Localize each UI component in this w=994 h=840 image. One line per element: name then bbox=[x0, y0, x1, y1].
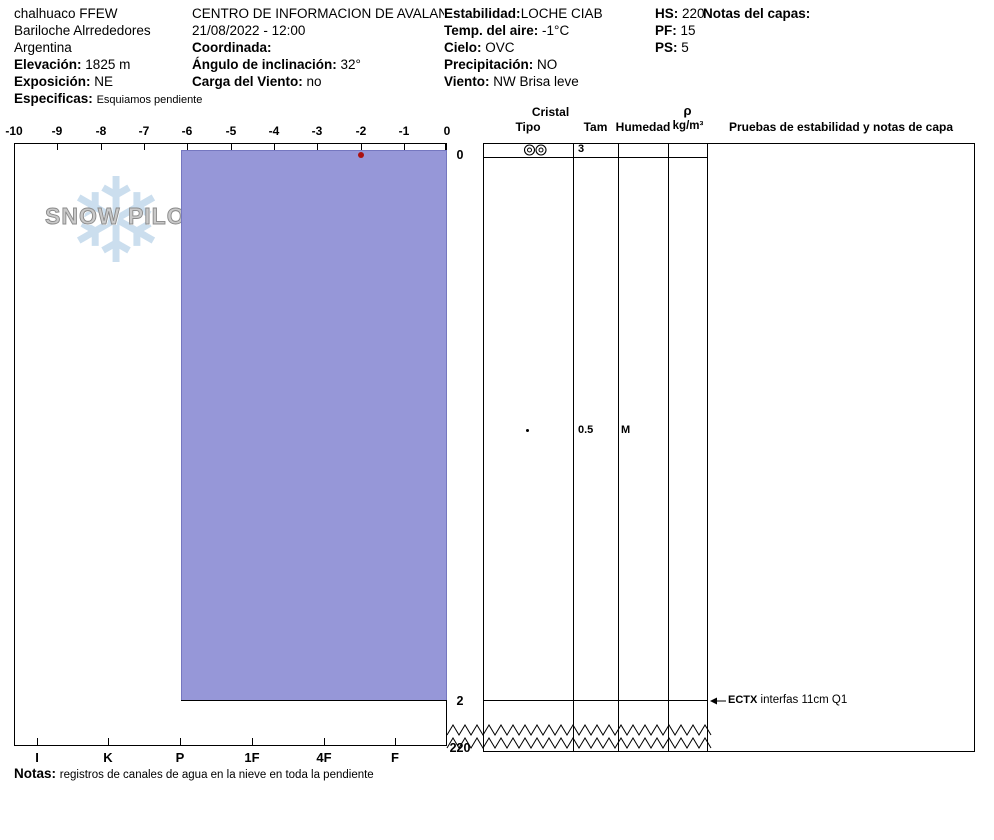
air-temp: Temp. del aire: -1°C bbox=[444, 23, 570, 38]
wind-loading: Carga del Viento: no bbox=[192, 74, 322, 89]
specifics: Especificas: Esquiamos pendiente bbox=[14, 91, 203, 106]
stability: Estabilidad: bbox=[444, 6, 521, 21]
col-header-cristal: Cristal bbox=[531, 105, 570, 119]
col-divider-humedad-rho bbox=[668, 143, 669, 752]
temp-tick-label: -9 bbox=[51, 124, 63, 138]
col-header-rho: ρ bbox=[683, 103, 692, 118]
temp-tick bbox=[57, 143, 58, 150]
layer-boundary-line bbox=[483, 700, 707, 701]
temp-tick-label: -3 bbox=[311, 124, 323, 138]
layer-bottom-line bbox=[181, 700, 447, 701]
grain-size-layer1: 3 bbox=[578, 143, 585, 155]
hardness-tick bbox=[180, 738, 181, 745]
hardness-label: 4F bbox=[316, 750, 332, 765]
organization: CENTRO DE INFORMACION DE AVALANCHAS BARI… bbox=[192, 6, 603, 21]
temp-tick-label: -2 bbox=[355, 124, 367, 138]
data-panel-frame bbox=[483, 143, 975, 752]
temp-tick-label: -8 bbox=[95, 124, 107, 138]
region: Bariloche Alrrededores bbox=[14, 23, 151, 38]
temp-tick-label: 0 bbox=[443, 124, 451, 138]
wind: Viento: NW Brisa leve bbox=[444, 74, 579, 89]
temp-tick bbox=[445, 143, 446, 150]
hardness-label: I bbox=[35, 750, 39, 765]
axis-break-zigzag bbox=[446, 724, 712, 749]
depth-label-2: 2 bbox=[456, 694, 464, 708]
col-header-tipo: Tipo bbox=[515, 120, 541, 134]
left-arrow-icon bbox=[710, 697, 726, 705]
col-divider-tam-humedad bbox=[618, 143, 619, 752]
temp-tick bbox=[187, 143, 188, 150]
elevation: Elevación: 1825 m bbox=[14, 57, 131, 72]
coordinates: Coordinada: bbox=[192, 40, 272, 55]
hardness-label: K bbox=[103, 750, 113, 765]
col-header-rho-unit: kg/m³ bbox=[672, 120, 704, 132]
temp-tick-label: -1 bbox=[398, 124, 410, 138]
col-header-tests: Pruebas de estabilidad y notas de capa bbox=[728, 120, 954, 134]
temp-tick bbox=[317, 143, 318, 150]
moisture-layer2: M bbox=[621, 424, 631, 436]
temp-tick-label: -6 bbox=[181, 124, 193, 138]
temp-tick bbox=[274, 143, 275, 150]
temp-tick-label: -5 bbox=[225, 124, 237, 138]
ski-pen: PS: 5 bbox=[655, 40, 689, 55]
col-divider-rho-tests bbox=[707, 143, 708, 752]
col-divider-tipo-tam bbox=[573, 143, 574, 752]
stability-test-note: ECTX interfas 11cm Q1 bbox=[728, 694, 848, 706]
depth-axis-line bbox=[14, 143, 15, 745]
hardness-tick bbox=[395, 738, 396, 745]
slope-angle: Ángulo de inclinación: 32° bbox=[192, 57, 361, 72]
temp-tick bbox=[361, 143, 362, 150]
temp-tick-label: -10 bbox=[5, 124, 23, 138]
temp-tick bbox=[144, 143, 145, 150]
hardness-label: F bbox=[391, 750, 399, 765]
grain-size-layer2: 0.5 bbox=[578, 424, 594, 436]
hardness-label: 1F bbox=[244, 750, 260, 765]
layer-notes-label: Notas del capas: bbox=[703, 6, 811, 21]
layer-row-divider bbox=[483, 157, 707, 158]
temp-tick-label: -7 bbox=[138, 124, 150, 138]
temp-tick bbox=[14, 143, 15, 150]
country: Argentina bbox=[14, 40, 72, 55]
pit-notes: Notas: registros de canales de agua en l… bbox=[14, 766, 374, 781]
temp-tick bbox=[231, 143, 232, 150]
col-header-humedad: Humedad bbox=[615, 120, 671, 134]
depth-label-0: 0 bbox=[456, 148, 464, 162]
grain-type-double-circle-icon bbox=[523, 144, 547, 156]
snowpilot-snowflake-icon: ❄ bbox=[66, 156, 166, 288]
snow-height: HS: 220 bbox=[655, 6, 705, 21]
sky-cover: Cielo: OVC bbox=[444, 40, 515, 55]
hardness-tick bbox=[252, 738, 253, 745]
depth-label-220: 220 bbox=[449, 741, 471, 755]
col-header-tam: Tam bbox=[583, 120, 608, 134]
temp-tick bbox=[404, 143, 405, 150]
temp-axis-line bbox=[14, 143, 447, 144]
foot-pen: PF: 15 bbox=[655, 23, 696, 38]
temp-point bbox=[358, 152, 364, 158]
temp-tick-label: -4 bbox=[268, 124, 280, 138]
hardness-tick bbox=[37, 738, 38, 745]
snowpilot-logo-text: SNOW PILOT bbox=[45, 203, 201, 230]
datetime: 21/08/2022 - 12:00 bbox=[192, 23, 306, 38]
hardness-tick bbox=[108, 738, 109, 745]
hardness-label: P bbox=[175, 750, 185, 765]
hardness-axis-line bbox=[14, 745, 447, 746]
snow-layer-rect bbox=[181, 150, 447, 701]
temp-tick bbox=[101, 143, 102, 150]
aspect: Exposición: NE bbox=[14, 74, 114, 89]
precipitation: Precipitación: NO bbox=[444, 57, 558, 72]
grain-type-dot-icon bbox=[526, 429, 529, 432]
site-name: chalhuaco FFEW bbox=[14, 6, 118, 21]
hardness-tick bbox=[324, 738, 325, 745]
